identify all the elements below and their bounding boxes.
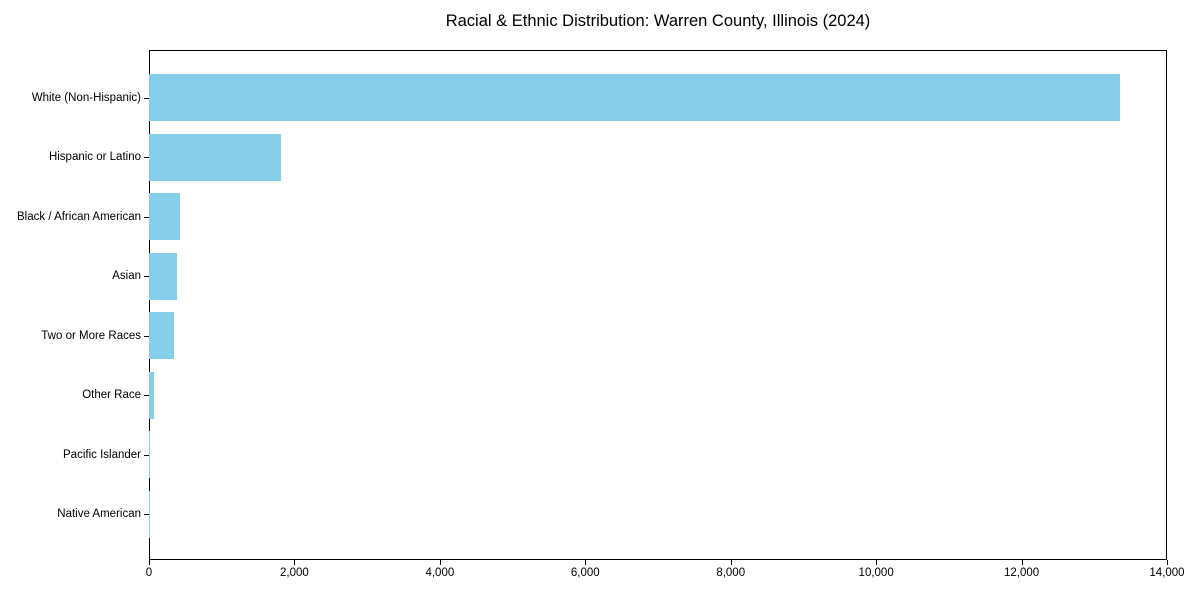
y-tick-label-black-african-american: Black / African American xyxy=(17,210,141,223)
x-tick-label-0: 0 xyxy=(145,567,153,579)
x-tick-mark xyxy=(876,560,878,565)
y-tick-label-pacific-islander: Pacific Islander xyxy=(63,448,141,461)
plot-area xyxy=(149,50,1167,560)
x-tick-mark xyxy=(439,560,441,565)
chart-title: Racial & Ethnic Distribution: Warren Cou… xyxy=(445,12,871,30)
x-tick-mark xyxy=(1021,560,1023,565)
x-tick-mark xyxy=(149,560,150,565)
y-tick-mark xyxy=(144,335,149,337)
x-tick-mark xyxy=(1167,560,1168,565)
bar-black-african-american xyxy=(149,193,180,240)
bar-pacific-islander xyxy=(149,431,150,478)
bar-asian xyxy=(149,252,177,300)
x-tick-label-14000: 14,000 xyxy=(1149,567,1185,579)
bar-two-or-more-races xyxy=(149,312,175,359)
y-tick-label-other-race: Other Race xyxy=(82,389,141,401)
y-tick-mark xyxy=(144,276,149,277)
y-tick-mark xyxy=(144,395,149,396)
y-tick-label-native-american: Native American xyxy=(57,508,141,520)
x-tick-label-6000: 6,000 xyxy=(570,567,600,579)
y-tick-mark xyxy=(144,514,149,515)
x-tick-label-12000: 12,000 xyxy=(1003,567,1040,579)
y-tick-label-asian: Asian xyxy=(112,270,141,282)
x-tick-label-4000: 4,000 xyxy=(425,567,455,579)
x-tick-mark xyxy=(730,560,732,565)
y-tick-label-hispanic-or-latino: Hispanic or Latino xyxy=(48,151,141,163)
x-tick-label-8000: 8,000 xyxy=(716,567,746,579)
x-tick-label-2000: 2,000 xyxy=(280,567,309,579)
bar-white-non-hispanic xyxy=(149,74,1120,121)
y-tick-mark xyxy=(144,454,149,456)
bar-other-race xyxy=(149,371,155,419)
y-tick-label-white-non-hispanic: White (Non-Hispanic) xyxy=(31,91,141,104)
y-tick-mark xyxy=(144,216,149,218)
y-tick-label-two-or-more-races: Two or More Races xyxy=(41,329,141,342)
y-tick-mark xyxy=(144,157,149,158)
bar-hispanic-or-latino xyxy=(149,133,282,181)
x-tick-mark xyxy=(294,560,296,565)
y-tick-mark xyxy=(144,97,149,99)
x-tick-label-10000: 10,000 xyxy=(858,567,894,579)
x-tick-mark xyxy=(585,560,587,565)
